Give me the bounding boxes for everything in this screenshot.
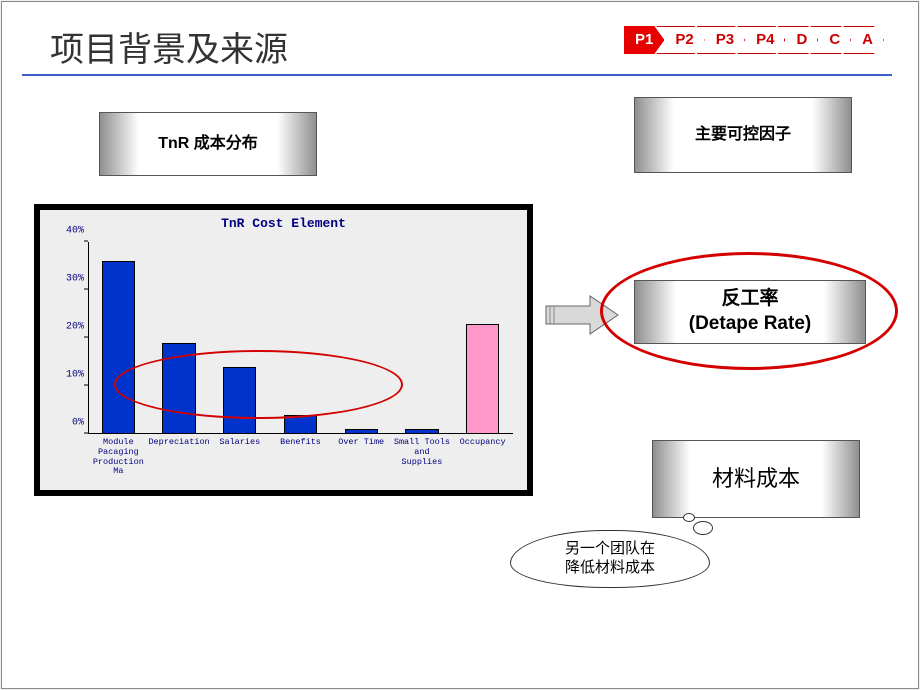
chart: TnR Cost Element 0%10%20%30%40%Module Pa…	[40, 210, 527, 490]
x-tick-label: Occupancy	[450, 438, 516, 448]
x-tick-label: Module PacagingProduction Ma	[85, 438, 151, 477]
bar	[345, 429, 378, 434]
stage-P1[interactable]: P1	[624, 26, 664, 54]
box-material-label: 材料成本	[712, 465, 800, 494]
x-tick-label: Benefits	[268, 438, 334, 448]
y-tick-label: 0%	[46, 418, 84, 429]
title-underline	[22, 74, 892, 76]
box-tnr-dist-label: TnR 成本分布	[158, 134, 258, 155]
y-tick-mark	[84, 289, 88, 290]
thought-text: 另一个团队在 降低材料成本	[565, 540, 655, 578]
stage-breadcrumb: P1P2P3P4DCA	[624, 26, 884, 54]
box-tnr-dist: TnR 成本分布	[99, 112, 317, 176]
y-tick-label: 40%	[46, 226, 84, 237]
chart-plot: 0%10%20%30%40%Module PacagingProduction …	[88, 242, 513, 434]
bar	[466, 324, 499, 434]
bar	[405, 429, 438, 434]
y-tick-label: 20%	[46, 322, 84, 333]
chart-frame: TnR Cost Element 0%10%20%30%40%Module Pa…	[34, 204, 533, 496]
chart-highlight-ellipse	[114, 350, 403, 419]
page-title: 项目背景及来源	[50, 22, 288, 71]
x-tick-label: Over Time	[328, 438, 394, 448]
x-tick-label: Salaries	[207, 438, 273, 448]
box-detape: 反工率 (Detape Rate)	[634, 280, 866, 344]
thought-bubble: 另一个团队在 降低材料成本	[510, 530, 710, 588]
slide: 项目背景及来源 P1P2P3P4DCA TnR 成本分布 主要可控因子 TnR …	[1, 1, 919, 689]
box-main-control-label: 主要可控因子	[695, 125, 791, 146]
x-tick-label: Depreciation	[146, 438, 212, 448]
x-tick-label: Small Tools andSupplies	[389, 438, 455, 467]
bar	[102, 261, 135, 434]
y-tick-label: 10%	[46, 370, 84, 381]
box-detape-label: 反工率 (Detape Rate)	[689, 287, 811, 336]
box-main-control: 主要可控因子	[634, 97, 852, 173]
y-tick-mark	[84, 337, 88, 338]
box-material: 材料成本	[652, 440, 860, 518]
y-axis	[88, 242, 89, 434]
y-tick-mark	[84, 385, 88, 386]
y-tick-label: 30%	[46, 274, 84, 285]
y-tick-mark	[84, 241, 88, 242]
y-tick-mark	[84, 433, 88, 434]
chart-title: TnR Cost Element	[40, 216, 527, 231]
